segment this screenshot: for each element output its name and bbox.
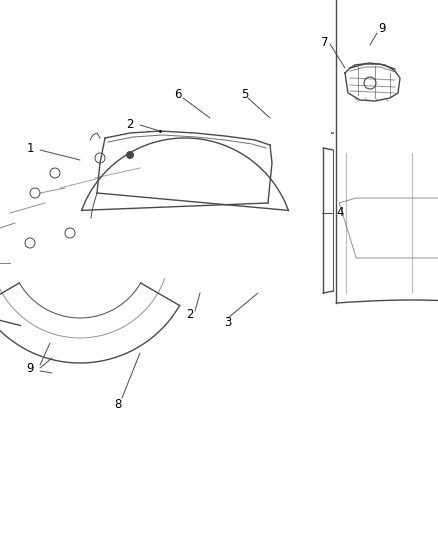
Circle shape xyxy=(126,151,134,159)
Text: 2: 2 xyxy=(126,118,134,132)
Text: 6: 6 xyxy=(174,88,182,101)
Text: 7: 7 xyxy=(321,36,329,50)
Text: 1: 1 xyxy=(26,141,34,155)
Text: 3: 3 xyxy=(224,317,232,329)
Text: 5: 5 xyxy=(241,88,249,101)
Text: 9: 9 xyxy=(26,361,34,375)
Text: 9: 9 xyxy=(378,21,386,35)
Text: 4: 4 xyxy=(336,206,344,220)
Text: 2: 2 xyxy=(186,309,194,321)
Text: 8: 8 xyxy=(114,399,122,411)
